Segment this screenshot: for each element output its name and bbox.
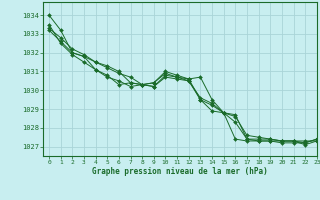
X-axis label: Graphe pression niveau de la mer (hPa): Graphe pression niveau de la mer (hPa) bbox=[92, 167, 268, 176]
